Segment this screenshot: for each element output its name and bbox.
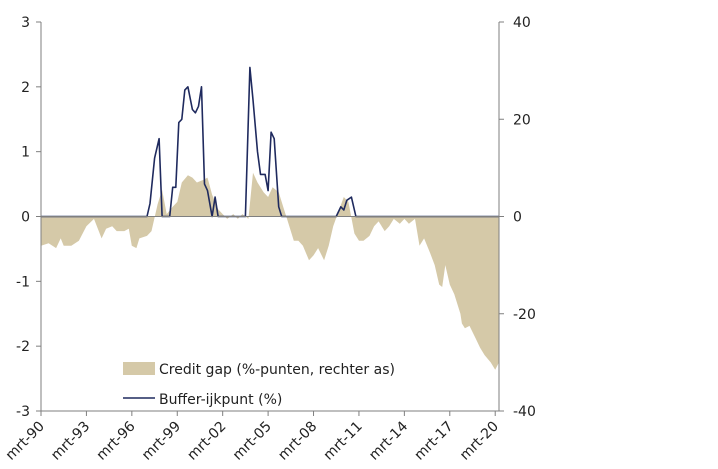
x-tick-label: mrt-14 bbox=[366, 418, 411, 463]
x-tick-label: mrt-02 bbox=[184, 419, 229, 464]
credit-gap-area bbox=[41, 172, 499, 370]
x-tick-label: mrt-11 bbox=[321, 419, 366, 464]
legend-label-buffer: Buffer-ijkpunt (%) bbox=[159, 392, 282, 408]
right-tick-label: -40 bbox=[513, 404, 536, 420]
legend: Credit gap (%-punten, rechter as) Buffer… bbox=[123, 362, 395, 408]
left-tick-label: 2 bbox=[21, 80, 30, 96]
legend-swatch-credit-gap bbox=[123, 362, 155, 375]
left-tick-label: 3 bbox=[21, 15, 30, 31]
right-tick-label: 40 bbox=[513, 15, 531, 31]
left-tick-label: -3 bbox=[16, 404, 30, 420]
x-tick-label: mrt-96 bbox=[94, 418, 139, 463]
x-tick-label: mrt-08 bbox=[275, 419, 320, 464]
left-tick-label: 0 bbox=[21, 210, 30, 226]
x-tick-label: mrt-17 bbox=[412, 419, 457, 464]
right-tick-label: 0 bbox=[513, 210, 522, 226]
x-tick-label: mrt-20 bbox=[457, 419, 502, 464]
right-tick-label: 20 bbox=[513, 112, 531, 128]
left-tick-label: 1 bbox=[21, 145, 30, 161]
x-tick-label: mrt-99 bbox=[139, 419, 184, 464]
left-tick-label: -2 bbox=[16, 339, 30, 355]
x-tick-label: mrt-93 bbox=[48, 419, 93, 464]
right-tick-label: -20 bbox=[513, 307, 536, 323]
left-tick-label: -1 bbox=[16, 274, 30, 290]
credit-gap-area-layer bbox=[41, 172, 499, 370]
x-tick-label: mrt-05 bbox=[230, 419, 275, 464]
legend-label-credit-gap: Credit gap (%-punten, rechter as) bbox=[159, 362, 395, 378]
x-tick-label: mrt-90 bbox=[3, 419, 48, 464]
